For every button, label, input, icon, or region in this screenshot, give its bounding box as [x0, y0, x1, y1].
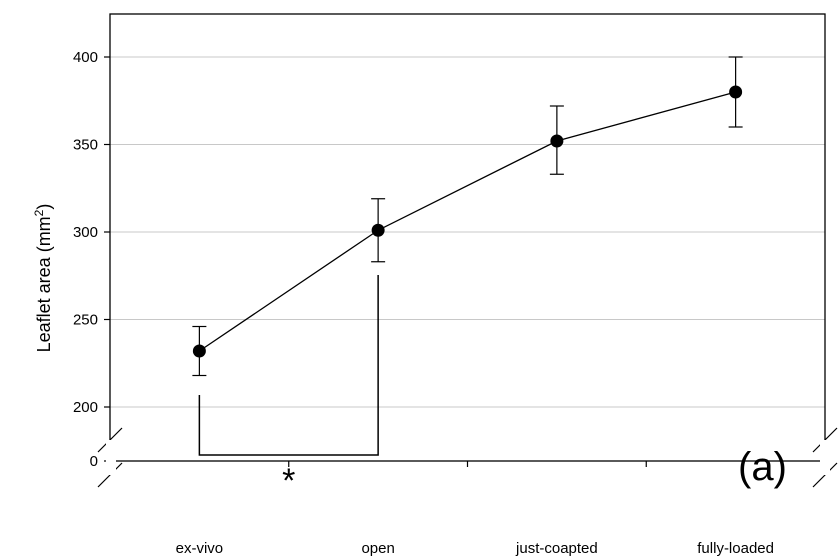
y-tick-label: 400 — [73, 49, 98, 66]
significance-star: * — [282, 462, 295, 500]
series-line-path — [199, 91, 736, 352]
plot-frame — [109, 13, 826, 462]
data-point — [371, 223, 385, 237]
panel-label: (a) — [738, 445, 787, 489]
significance-bracket: * — [198, 275, 379, 500]
y-tick-label: 250 — [73, 312, 98, 329]
x-tick-label: open — [361, 540, 394, 557]
y-axis: 0 200 250 300 350 400 — [73, 49, 110, 470]
y-tick-label: 350 — [73, 137, 98, 154]
break-gap-left — [106, 440, 116, 475]
data-point — [550, 134, 564, 148]
y-tick-label: 200 — [73, 399, 98, 416]
x-tick-label: fully-loaded — [697, 540, 774, 557]
x-tick-label: ex-vivo — [176, 540, 224, 557]
x-axis: ex-vivo open just-coapted fully-loaded — [109, 461, 826, 557]
series-line — [192, 56, 743, 377]
gridlines — [110, 56, 825, 408]
x-tick-label: just-coapted — [515, 540, 598, 557]
data-point — [729, 85, 743, 99]
y-tick-label: 300 — [73, 224, 98, 241]
axis-break-marks — [97, 427, 838, 488]
data-point — [192, 344, 206, 358]
y-tick-label: 0 — [90, 453, 98, 470]
break-gap-right — [820, 440, 830, 475]
bracket-line — [198, 275, 379, 456]
y-axis-label: Leaflet area (mm2) — [32, 204, 54, 353]
